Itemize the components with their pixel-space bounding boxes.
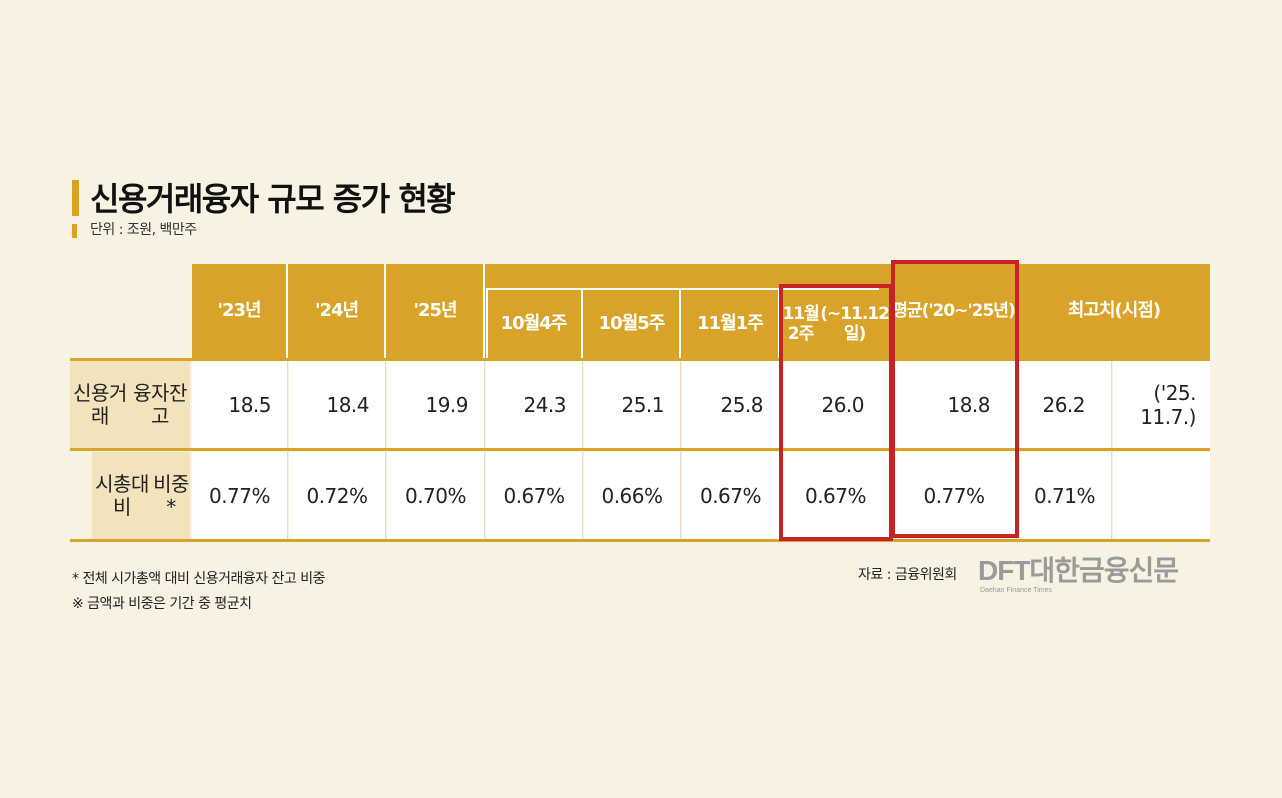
table-cell: 0.67% bbox=[781, 452, 891, 540]
row-label: 신용거래 융자잔고 bbox=[70, 361, 190, 449]
text-line: 10월 bbox=[598, 313, 639, 335]
unit-accent-bar bbox=[72, 224, 77, 238]
column-header: '23년 bbox=[192, 264, 288, 358]
table-cell: 0.70% bbox=[387, 452, 485, 540]
table-cell: 24.3 bbox=[486, 361, 583, 449]
column-header: 최고치(시점) bbox=[1018, 264, 1210, 358]
peak-date-cell bbox=[1113, 452, 1210, 540]
logo-graphic: DFT대한금융신문 Daehan Finance Times bbox=[978, 555, 1179, 594]
logo-text: DFT대한금융신문 bbox=[978, 555, 1178, 586]
table-cell: 18.4 bbox=[289, 361, 386, 449]
footnote-average: ※ 금액과 비중은 기간 중 평균치 bbox=[72, 596, 252, 612]
table-cell: 26.0 bbox=[781, 361, 891, 449]
peak-date-cell: ('25. 11.7.) bbox=[1113, 361, 1210, 449]
table-cell: 18.5 bbox=[192, 361, 288, 449]
text-line: 5주 bbox=[637, 313, 665, 335]
text-line: 신용거래 bbox=[73, 381, 127, 428]
text-line: 최고치(시점) bbox=[1067, 300, 1161, 322]
table-cell: 19.9 bbox=[387, 361, 485, 449]
text-line: (~11.12일) bbox=[820, 303, 890, 344]
logo-subtext: Daehan Finance Times bbox=[980, 587, 1052, 594]
column-header: 평균 ('20~'25년) bbox=[892, 264, 1017, 358]
column-header: '25년 bbox=[387, 264, 485, 358]
text-line: 1주 bbox=[735, 313, 764, 335]
column-header: 11월 1주 bbox=[682, 290, 780, 358]
column-header: 11월 2주 (~11.12일) bbox=[781, 290, 891, 358]
top-divider bbox=[70, 358, 1210, 361]
table-cell: 0.72% bbox=[289, 452, 386, 540]
column-header: 10월 5주 bbox=[584, 290, 681, 358]
table-cell: 25.1 bbox=[584, 361, 681, 449]
text-line: ('25. bbox=[1153, 381, 1196, 405]
footnote-asterisk: * 전체 시가총액 대비 신용거래융자 잔고 비중 bbox=[72, 571, 326, 587]
table-cell: 0.66% bbox=[584, 452, 681, 540]
source-label: 자료 : 금융위원회 bbox=[858, 567, 957, 583]
table-cell: 26.2 bbox=[1018, 361, 1112, 449]
text-line: 11월 bbox=[697, 313, 737, 335]
text-line: '24년 bbox=[314, 300, 359, 322]
highlight-average bbox=[891, 260, 1019, 538]
chart-title: 신용거래융자 규모 증가 현황 bbox=[90, 180, 456, 218]
text-line: 11.7.) bbox=[1140, 405, 1196, 429]
weekly-group-frame bbox=[486, 288, 879, 358]
bottom-divider bbox=[70, 539, 1210, 542]
table-cell: 0.77% bbox=[192, 452, 288, 540]
text-line: 4주 bbox=[539, 313, 567, 335]
row-label: 시총대비 비중* bbox=[92, 452, 190, 540]
text-line: ('20~'25년) bbox=[921, 300, 1016, 321]
table-cell: 25.8 bbox=[682, 361, 780, 449]
unit-label: 단위 : 조원, 백만주 bbox=[90, 222, 197, 238]
column-header: 10월 4주 bbox=[486, 290, 583, 358]
text-line: 평균 bbox=[892, 300, 922, 321]
table-cell: 0.71% bbox=[1018, 452, 1112, 540]
text-line: 11월 2주 bbox=[782, 303, 819, 344]
text-line: 10월 bbox=[500, 313, 541, 335]
highlight-nov-week2 bbox=[779, 284, 893, 541]
header-background bbox=[192, 264, 1210, 358]
table-cell: 0.67% bbox=[682, 452, 780, 540]
text-line: '23년 bbox=[217, 300, 261, 322]
row-divider bbox=[70, 448, 1210, 451]
table-cell: 18.8 bbox=[892, 361, 1017, 449]
text-line: 융자잔고 bbox=[133, 381, 187, 428]
table-cell: 0.67% bbox=[486, 452, 583, 540]
table-cell: 0.77% bbox=[892, 452, 1017, 540]
publisher-logo: DFT대한금융신문 Daehan Finance Times bbox=[978, 554, 1214, 594]
text-line: 비중* bbox=[153, 472, 189, 519]
text-line: '25년 bbox=[413, 300, 457, 322]
title-accent-bar bbox=[72, 180, 79, 216]
text-line: 시총대비 bbox=[95, 472, 149, 519]
column-header: '24년 bbox=[289, 264, 386, 358]
